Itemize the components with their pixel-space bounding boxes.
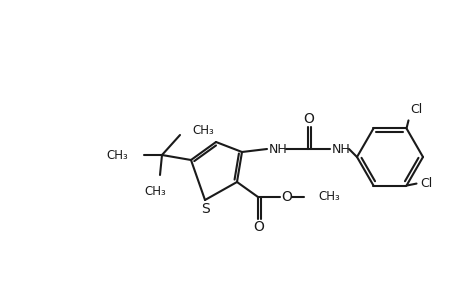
Text: O: O [281,190,292,204]
Text: NH: NH [331,142,350,155]
Text: Cl: Cl [420,177,432,190]
Text: S: S [201,202,210,216]
Text: CH₃: CH₃ [317,190,339,203]
Text: CH₃: CH₃ [106,148,128,161]
Text: NH: NH [268,142,287,155]
Text: O: O [303,112,314,126]
Text: Cl: Cl [409,103,422,116]
Text: CH₃: CH₃ [144,185,166,198]
Text: CH₃: CH₃ [191,124,213,136]
Text: O: O [253,220,264,234]
